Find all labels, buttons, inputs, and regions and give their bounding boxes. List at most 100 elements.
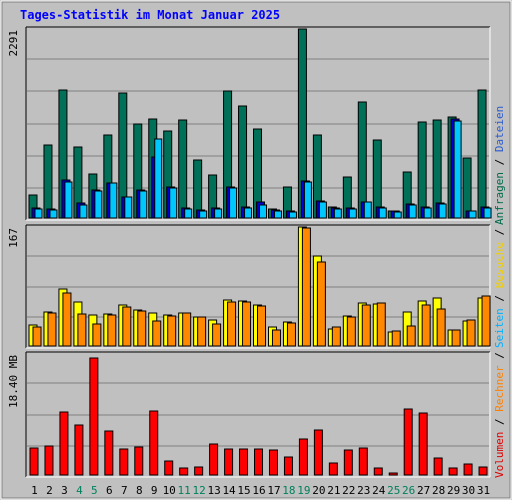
pages-bar	[303, 181, 312, 219]
volume-bar	[298, 438, 308, 476]
day-tick-label: 5	[91, 484, 98, 497]
day-tick-label: 16	[252, 484, 265, 497]
sites-bar	[227, 301, 237, 347]
legend-entry: /	[493, 288, 506, 308]
pages-bar	[438, 203, 447, 219]
volume-bar	[388, 472, 398, 476]
sites-bar	[257, 305, 267, 347]
legend-entry: /	[493, 352, 506, 365]
pages-bar	[363, 201, 372, 219]
day-tick-label: 1	[31, 484, 38, 497]
day-tick-label: 14	[222, 484, 236, 497]
volume-bar	[134, 446, 144, 476]
day-tick-label: 22	[342, 484, 355, 497]
pages-bar	[109, 182, 118, 219]
sites-bar	[406, 325, 416, 347]
day-tick-label: 2	[46, 484, 53, 497]
requests-bar	[417, 121, 427, 219]
volume-bar	[254, 448, 264, 476]
pages-bar	[49, 209, 58, 219]
pages-bar	[169, 187, 178, 219]
y-axis-max-label: 2291	[7, 30, 20, 57]
volume-bar	[328, 462, 338, 476]
pages-bar	[34, 208, 43, 219]
sites-bar	[331, 326, 341, 347]
day-tick-label: 23	[357, 484, 370, 497]
volume-bar	[478, 466, 488, 476]
volume-bar	[44, 445, 54, 476]
pages-bar	[124, 196, 133, 219]
day-tick-label: 30	[462, 484, 475, 497]
volume-bar	[448, 467, 458, 476]
volume-bar	[239, 448, 249, 476]
day-tick-label: 3	[61, 484, 68, 497]
day-tick-label: 6	[106, 484, 113, 497]
legend-entry: Volumen	[493, 432, 506, 478]
pages-bar	[333, 208, 342, 219]
sites-bar	[436, 308, 446, 347]
sites-bar	[122, 306, 132, 347]
pages-bar	[453, 120, 462, 219]
sites-bar	[346, 316, 356, 347]
pages-bar	[348, 208, 357, 219]
sites-bar	[316, 261, 326, 347]
volume-bar	[418, 412, 428, 476]
pages-bar	[199, 210, 208, 219]
requests-bar	[193, 159, 203, 219]
volume-bar	[373, 467, 383, 476]
requests-bar	[238, 105, 248, 219]
requests-bar	[372, 139, 382, 219]
volume-bar	[74, 424, 84, 476]
visits-sites-panel	[25, 224, 491, 349]
day-tick-label: 8	[136, 484, 143, 497]
requests-bar	[178, 119, 188, 219]
requests-bar	[43, 144, 53, 219]
volume-bar	[179, 467, 189, 476]
legend-entry: /	[493, 152, 506, 172]
volume-bar	[89, 357, 99, 476]
sites-bar	[451, 329, 461, 347]
pages-bar	[483, 207, 492, 219]
sites-bar	[47, 312, 57, 347]
legend-entry: /	[493, 229, 506, 242]
sites-bar	[77, 313, 87, 347]
legend-entry: Anfragen	[493, 172, 506, 225]
volume-bar	[463, 463, 473, 476]
pages-bar	[94, 190, 103, 219]
pages-bar	[423, 207, 432, 219]
day-tick-label: 25	[387, 484, 400, 497]
day-tick-label: 28	[432, 484, 445, 497]
day-tick-label: 9	[151, 484, 158, 497]
day-tick-label: 20	[312, 484, 325, 497]
sites-bar	[481, 295, 491, 347]
sites-bar	[137, 310, 147, 347]
legend-entry: Seiten	[493, 308, 506, 348]
volume-bar	[59, 411, 69, 476]
day-tick-label: 18	[282, 484, 295, 497]
day-tick-label: 29	[447, 484, 460, 497]
pages-bar	[318, 201, 327, 219]
volume-panel	[25, 351, 491, 478]
pages-bar	[273, 210, 282, 219]
volume-bar	[209, 443, 219, 476]
volume-bar	[403, 408, 413, 476]
sites-bar	[391, 330, 401, 347]
volume-bar	[29, 447, 39, 476]
requests-bar	[462, 157, 472, 219]
pages-bar	[288, 211, 297, 219]
pages-bar	[259, 204, 268, 219]
volume-bar	[224, 448, 234, 476]
volume-bar	[194, 466, 204, 476]
sites-bar	[107, 314, 117, 347]
day-tick-label: 24	[372, 484, 386, 497]
day-tick-label: 11	[178, 484, 191, 497]
pages-bar	[64, 181, 73, 219]
day-tick-label: 7	[121, 484, 128, 497]
volume-bar	[268, 449, 278, 476]
sites-bar	[197, 316, 207, 347]
day-tick-label: 15	[237, 484, 250, 497]
volume-bar	[433, 457, 443, 476]
sites-bar	[421, 304, 431, 347]
requests-bar	[477, 89, 487, 219]
pages-bar	[154, 138, 163, 219]
